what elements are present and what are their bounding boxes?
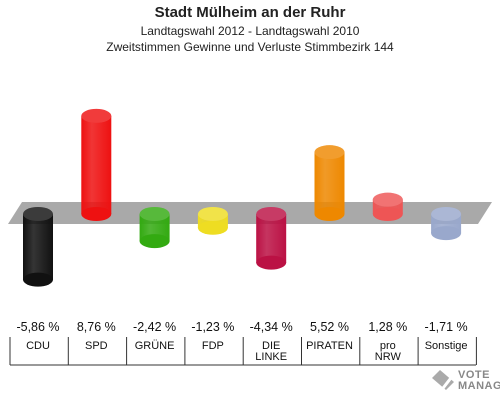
chart-description: Zweitstimmen Gewinne und Verluste Stimmb…	[106, 40, 394, 54]
bar-sonstige	[431, 207, 462, 241]
category-label: Sonstige	[425, 340, 468, 352]
value-label: -2,42 %	[133, 320, 176, 334]
category-label: NRW	[375, 351, 402, 363]
category-label: GRÜNE	[135, 340, 175, 352]
value-label: 8,76 %	[77, 320, 116, 334]
bar-pro-nrw	[372, 192, 403, 221]
chart-subtitle: Landtagswahl 2012 - Landtagswahl 2010	[140, 24, 360, 38]
vote-manager-logo: VOTE MANAGER	[428, 368, 500, 398]
logo-text-vote: VOTE	[458, 369, 490, 381]
bar-fdp	[197, 207, 228, 235]
category-axis	[9, 337, 477, 366]
chart-title: Stadt Mülheim an der Ruhr	[154, 4, 346, 21]
category-label: LINKE	[255, 351, 287, 363]
bar-die-linke	[256, 207, 287, 270]
bar-spd	[81, 108, 112, 221]
value-label: -4,34 %	[250, 320, 293, 334]
value-label: -1,71 %	[425, 320, 468, 334]
category-label: CDU	[26, 340, 50, 352]
value-label: 5,52 %	[310, 320, 349, 334]
ballot-check-icon	[432, 370, 456, 395]
category-label: FDP	[202, 340, 224, 352]
value-label: 1,28 %	[368, 320, 407, 334]
category-label: PIRATEN	[306, 340, 353, 352]
logo-text-manager: MANAGER	[458, 380, 500, 392]
bar-grüne	[139, 207, 170, 249]
value-label: -5,86 %	[16, 320, 59, 334]
category-label: SPD	[85, 340, 108, 352]
zero-baseline-band	[8, 202, 492, 224]
category-label: pro	[380, 340, 396, 352]
bar-piraten	[314, 145, 345, 221]
value-label: -1,23 %	[191, 320, 234, 334]
category-label: DIE	[262, 340, 280, 352]
bar-cdu	[23, 207, 53, 287]
